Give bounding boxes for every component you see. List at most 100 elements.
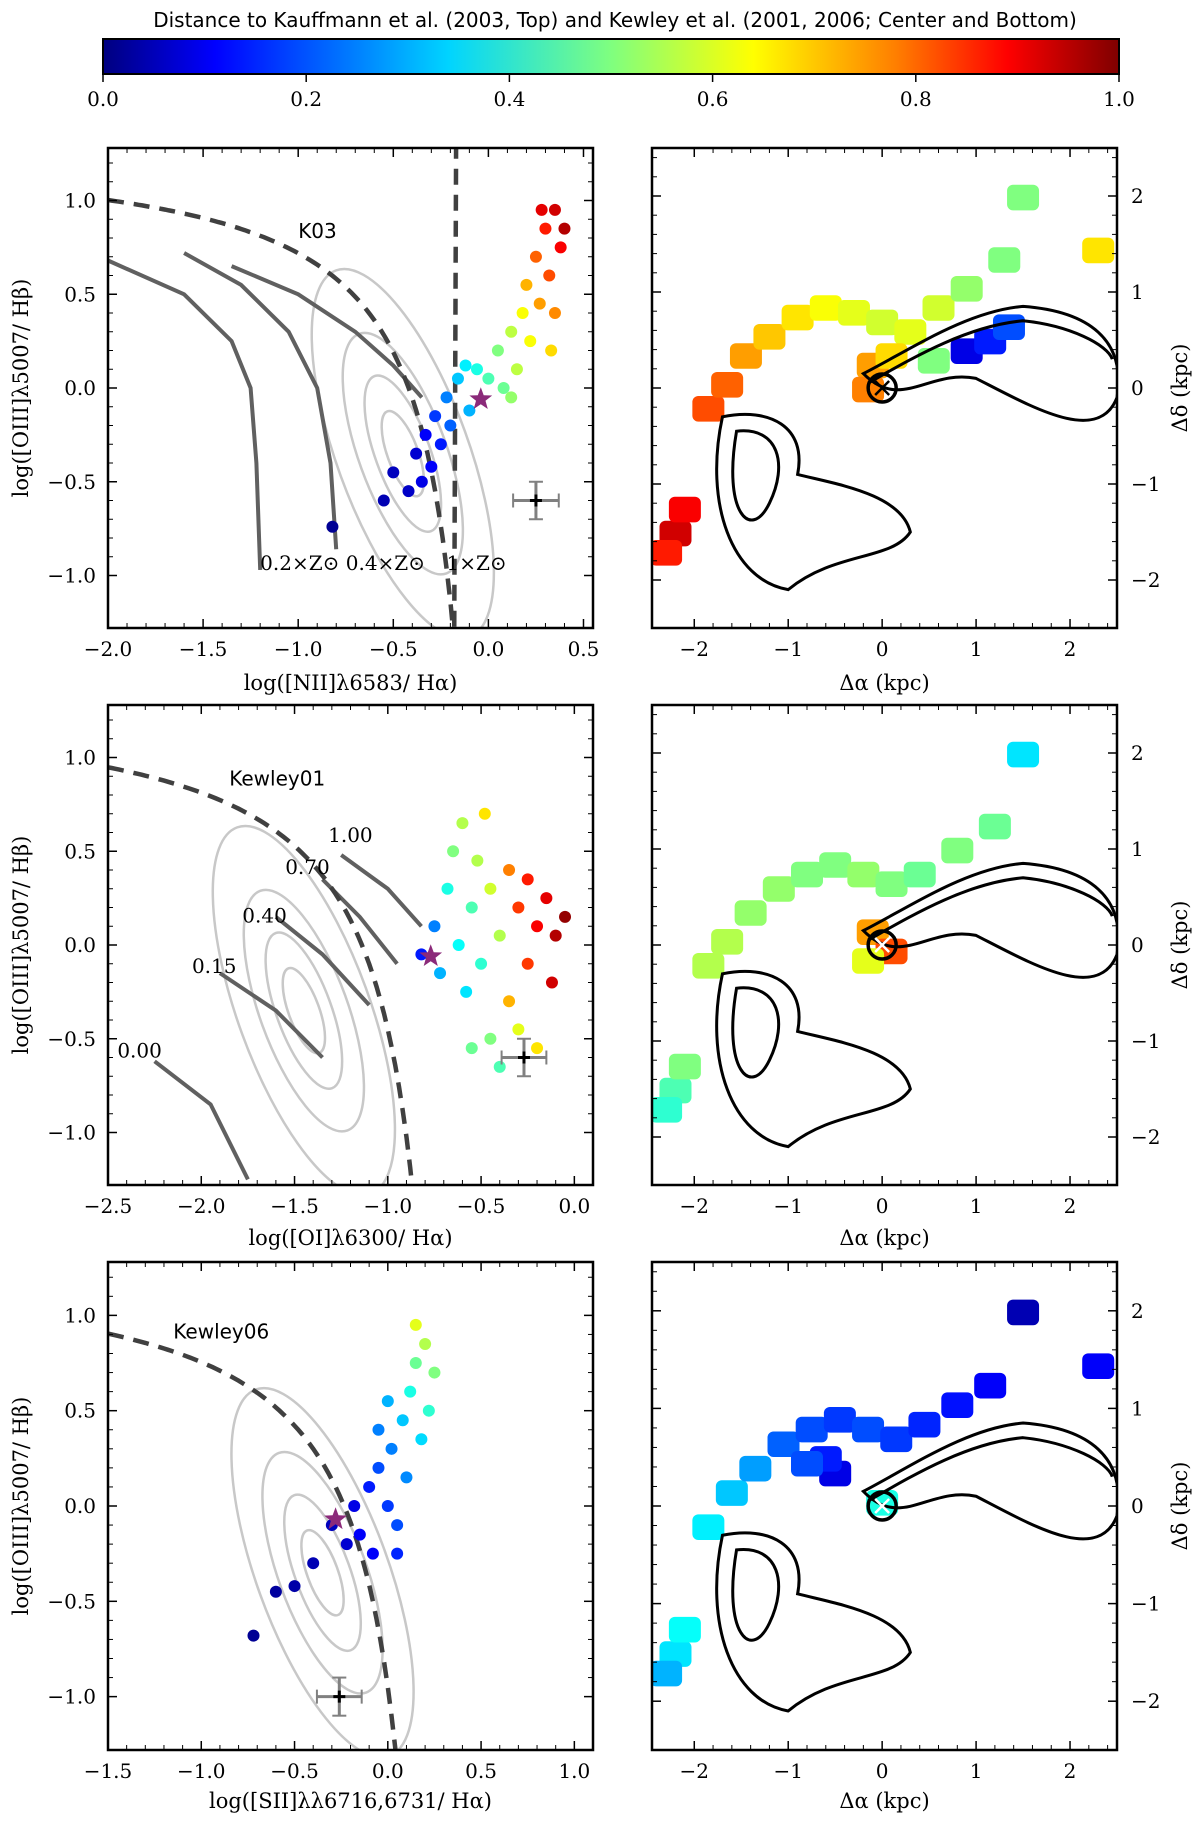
colorbar: Distance to Kauffmann et al. (2003, Top)… [87,8,1135,111]
scatter-point [434,438,447,451]
x-tick-label: 0.5 [568,637,600,661]
y-axis-label: Δδ (kpc) [1168,344,1192,433]
scatter-point [447,845,460,858]
scatter-point [415,948,428,961]
map-patch [823,1407,856,1433]
scatter-point [559,910,572,923]
x-axis-label: Δα (kpc) [839,1226,929,1250]
scatter-point [548,307,561,319]
x-tick-label: 0.0 [372,1759,404,1783]
density-contour [264,931,344,1090]
panel-bpt_oi: Kewley01 1.00 0.70 0.40 0.15 0.00 −2.5 −2.0 −1.5… [9,703,595,1250]
x-tick-label: −1 [773,637,802,661]
model-label: 0.00 [117,1039,162,1063]
scatter-point [510,363,523,376]
scatter-point [387,466,400,479]
x-tick-label: −0.5 [457,1194,506,1218]
scatter-point [381,1500,394,1512]
y-axis-label: log([OIII]λ5007/ Hβ) [9,279,33,498]
y-axis-label: Δδ (kpc) [1168,1462,1192,1551]
panels: K03 0.2×Z⊙ 0.4×Z⊙ 1×Z⊙ −2.0 −1.5 −1.0 −0.5 0.0 0.… [9,146,1192,1813]
scatter-point [400,1471,413,1484]
density-contour [341,331,465,576]
map-patch [809,295,842,321]
density-contour [281,966,327,1055]
y-tick-label: 0.0 [64,376,96,400]
map-patch [715,1480,748,1506]
scatter-point [482,372,495,385]
colorbar-tick-label: 0.4 [493,87,525,111]
map-patch [711,372,744,398]
contour [715,969,912,1149]
scatter-point [425,460,438,473]
x-tick-label: 1.0 [558,1759,590,1783]
scatter-point [540,892,553,905]
y-axis-label: Δδ (kpc) [1168,901,1192,990]
x-tick-label: −2.0 [84,637,133,661]
scatter-point [484,882,497,895]
plot-area: K03 0.2×Z⊙ 0.4×Z⊙ 1×Z⊙ [108,148,571,628]
scatter-point [493,1060,506,1073]
density-contour [363,374,443,533]
scatter-point [543,269,556,282]
y-tick-label: −1.0 [47,564,96,588]
x-tick-label: 1 [970,1759,983,1783]
map-patch [659,1641,692,1667]
x-tick-label: 2 [1064,1759,1077,1783]
scatter-point [422,1404,435,1417]
scatter-point [503,864,516,876]
x-tick-label: 1 [970,637,983,661]
scatter-point [531,920,544,933]
y-tick-label: −0.5 [47,1027,96,1051]
scatter-point [409,1318,422,1331]
model-label: 0.40 [242,904,287,928]
y-tick-label: −1 [1131,1592,1160,1616]
scatter-point [505,391,518,404]
scatter-point [440,391,453,404]
x-tick-label: −2 [680,1759,709,1783]
x-tick-label: −1.5 [84,1759,133,1783]
scatter-point [434,967,447,980]
panel-map_oi: −2 −1 0 1 2 −2 −1 0 1 2 Δα (kpc) Δδ (kpc) [650,703,1192,1250]
scatter-point [391,1519,404,1532]
plot-area [652,1299,1117,1713]
scatter-point [520,278,533,291]
density-contour [242,888,366,1133]
scatter-point [419,1337,432,1350]
map-patch [837,300,870,326]
scatter-point [396,1414,409,1427]
x-tick-label: 0 [876,637,889,661]
scatter-point [470,363,483,376]
x-tick-label: −1.5 [270,1194,319,1218]
scatter-point [348,1500,361,1512]
map-patch [767,1431,800,1458]
scatter-point [463,404,476,417]
plot-area: Kewley01 1.00 0.70 0.40 0.15 0.00 [108,765,572,1185]
scatter-point [545,976,558,989]
y-tick-label: 0.5 [64,839,96,863]
nucleus-contour [866,1490,898,1522]
y-tick-label: 1.0 [64,189,96,213]
y-tick-label: 0.5 [64,282,96,306]
model-track [274,915,371,1007]
scatter-point [475,957,488,970]
x-tick-label: 1 [970,1194,983,1218]
map-patch [866,309,899,336]
scatter-point [535,203,548,216]
y-tick-label: −1.0 [47,1121,96,1145]
scatter-point [512,901,525,914]
y-tick-label: −2 [1131,568,1160,592]
contour [867,319,1114,385]
x-tick-label: −0.5 [270,1759,319,1783]
scatter-point [326,520,339,533]
demarcation-label: Kewley01 [229,767,325,791]
scatter-point [505,325,518,338]
x-tick-label: −1.0 [177,1759,226,1783]
scatter-point [554,241,567,254]
map-patch [734,900,767,926]
star-marker [469,387,493,409]
density-contour [310,267,496,628]
scatter-point [402,485,415,498]
map-patch [795,1416,828,1443]
map-patch [729,343,762,369]
